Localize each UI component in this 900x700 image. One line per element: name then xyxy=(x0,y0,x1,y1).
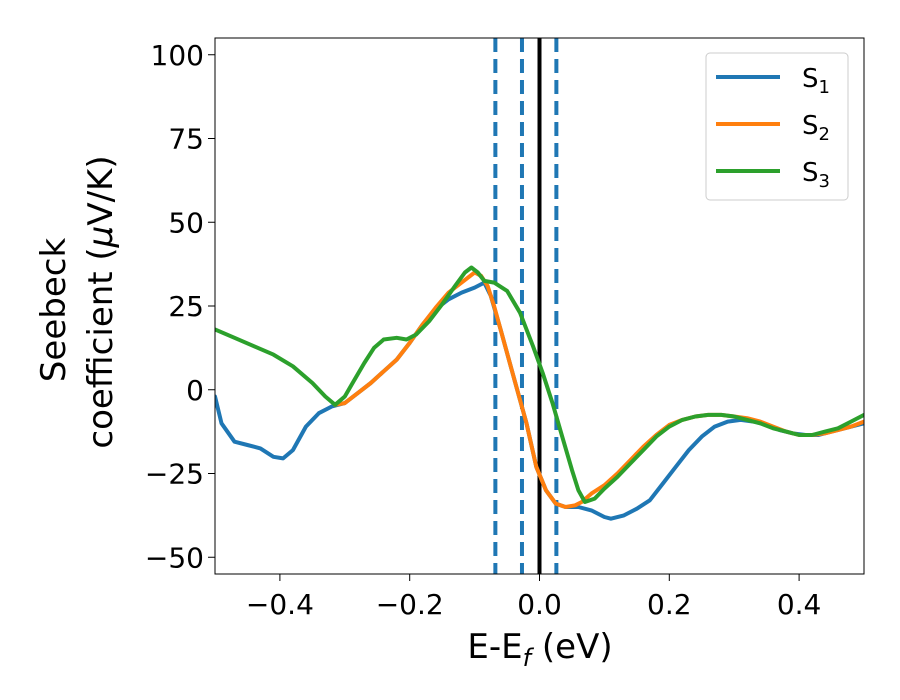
legend-label-s2: S2 xyxy=(802,111,830,145)
y-axis-label-2: coefficient (μV/K) xyxy=(81,155,121,448)
legend-label-s1: S1 xyxy=(802,64,830,98)
y-tick-label: −50 xyxy=(145,541,204,574)
y-tick-label: 0 xyxy=(186,374,204,407)
x-axis-label-suffix: (eV) xyxy=(531,627,613,667)
x-axis-label-main: E-E xyxy=(467,627,522,667)
x-tick-label: 0.4 xyxy=(777,588,822,621)
legend-box xyxy=(705,52,849,201)
y-axis-ticks: −50 −25 0 25 50 75 100 xyxy=(145,39,215,574)
x-tick-label: −0.4 xyxy=(246,588,314,621)
x-axis-label: E-Ef (eV) xyxy=(467,627,612,672)
y-tick-label: 100 xyxy=(151,39,204,72)
y-tick-label: 75 xyxy=(168,123,204,156)
x-tick-label: 0.2 xyxy=(647,588,692,621)
y-axis-label: Seebeck xyxy=(34,238,74,383)
x-axis-ticks: −0.4 −0.2 0.0 0.2 0.4 xyxy=(246,574,821,621)
vertical-lines xyxy=(493,38,559,574)
legend: S1 S2 S3 xyxy=(705,52,849,201)
x-tick-label: −0.2 xyxy=(376,588,444,621)
series-line-s3 xyxy=(215,265,864,504)
y-tick-label: 25 xyxy=(168,290,204,323)
series-line-s2 xyxy=(333,270,864,509)
y-tick-label: −25 xyxy=(145,458,204,491)
y-tick-label: 50 xyxy=(168,206,204,239)
legend-label-s3: S3 xyxy=(802,158,830,192)
y-axis-label-line1: Seebeck xyxy=(34,238,74,383)
y-axis-label-line2: coefficient (μV/K) xyxy=(81,155,121,448)
x-tick-label: 0.0 xyxy=(517,588,562,621)
series-lines xyxy=(215,265,864,521)
